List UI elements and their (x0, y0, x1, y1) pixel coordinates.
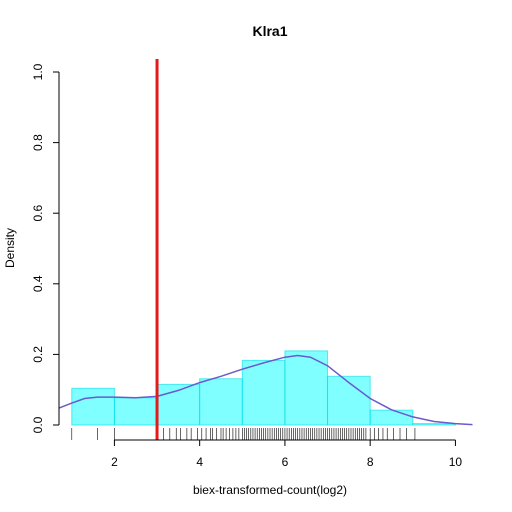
histogram-bar (242, 360, 285, 425)
x-tick-label: 4 (196, 455, 203, 469)
x-tick-label: 6 (282, 455, 289, 469)
rug-marks (72, 428, 415, 440)
y-tick-label: 0.2 (31, 346, 45, 363)
y-tick-label: 0.0 (31, 416, 45, 433)
x-tick-label: 8 (367, 455, 374, 469)
histogram-bar (200, 379, 243, 425)
histogram-bar (72, 388, 115, 425)
histogram-bar (413, 424, 456, 425)
x-axis-label: biex-transformed-count(log2) (193, 483, 347, 497)
y-tick-label: 1.0 (31, 63, 45, 80)
y-tick-label: 0.4 (31, 275, 45, 292)
histogram-bar (370, 410, 413, 425)
y-axis-label: Density (3, 228, 17, 268)
x-tick-label: 10 (449, 455, 463, 469)
histogram-bar (114, 398, 157, 425)
y-tick-label: 0.6 (31, 205, 45, 222)
y-axis: 0.0 0.2 0.4 0.6 0.8 1.0 (31, 63, 59, 433)
chart-title: Klra1 (252, 23, 287, 39)
x-axis: 2 4 6 8 10 (111, 440, 462, 469)
histogram-bar (328, 376, 371, 425)
histogram-bars (72, 351, 456, 425)
x-tick-label: 2 (111, 455, 118, 469)
y-tick-label: 0.8 (31, 134, 45, 151)
